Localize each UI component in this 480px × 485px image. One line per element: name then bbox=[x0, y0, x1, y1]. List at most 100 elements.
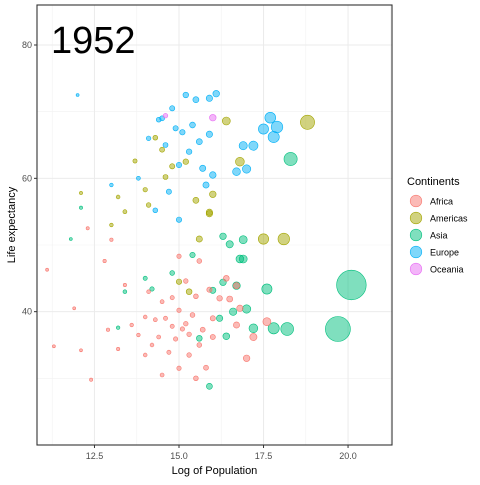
point-africa bbox=[116, 346, 121, 351]
point-europe bbox=[152, 207, 159, 214]
point-europe bbox=[209, 171, 217, 179]
legend-label-oceania: Oceania bbox=[430, 265, 464, 275]
point-europe bbox=[258, 123, 269, 135]
y-axis: 40 60 80 bbox=[22, 40, 37, 317]
point-africa bbox=[243, 354, 251, 362]
point-americas bbox=[205, 208, 213, 216]
point-americas bbox=[169, 163, 176, 170]
legend: Continents Africa Americas Asia Europe Ocean… bbox=[407, 176, 468, 276]
point-asia bbox=[267, 322, 280, 335]
point-africa bbox=[233, 282, 240, 290]
data-points bbox=[45, 90, 367, 390]
plot-border bbox=[36, 4, 393, 446]
point-africa bbox=[176, 253, 182, 259]
y-tick-label: 40 bbox=[22, 307, 32, 317]
point-europe bbox=[232, 167, 241, 176]
point-americas bbox=[209, 190, 217, 198]
point-americas bbox=[142, 187, 148, 193]
point-asia bbox=[69, 237, 73, 241]
point-africa bbox=[169, 295, 175, 301]
point-africa bbox=[189, 312, 196, 318]
point-europe bbox=[242, 164, 252, 174]
point-europe bbox=[109, 182, 114, 188]
point-europe bbox=[267, 131, 280, 143]
point-americas bbox=[176, 278, 183, 285]
point-africa bbox=[146, 289, 151, 294]
point-africa bbox=[143, 314, 148, 320]
point-asia bbox=[122, 289, 128, 294]
point-asia bbox=[219, 232, 227, 240]
point-africa bbox=[236, 304, 244, 312]
point-africa bbox=[173, 336, 179, 342]
point-europe bbox=[199, 164, 207, 172]
point-americas bbox=[152, 135, 159, 141]
point-africa bbox=[166, 349, 172, 355]
legend-key-americas bbox=[409, 211, 423, 225]
point-africa bbox=[206, 286, 213, 293]
point-asia bbox=[229, 307, 238, 316]
point-asia bbox=[115, 325, 121, 330]
point-americas bbox=[109, 222, 114, 228]
point-europe bbox=[264, 111, 276, 124]
point-europe bbox=[189, 121, 196, 129]
point-asia bbox=[283, 152, 298, 166]
point-americas bbox=[159, 146, 165, 153]
point-oceania bbox=[209, 114, 217, 122]
point-africa bbox=[216, 295, 223, 302]
point-asia bbox=[235, 254, 245, 264]
point-europe bbox=[182, 91, 189, 99]
y-tick-label: 80 bbox=[22, 40, 32, 50]
point-americas bbox=[185, 288, 193, 295]
legend-key-oceania bbox=[409, 262, 423, 276]
point-europe bbox=[165, 188, 172, 195]
point-americas bbox=[222, 116, 231, 126]
legend-label-europe: Europe bbox=[430, 248, 459, 258]
point-africa bbox=[183, 278, 189, 284]
point-europe bbox=[75, 93, 80, 97]
point-europe bbox=[162, 142, 169, 148]
point-africa bbox=[176, 365, 182, 371]
point-africa bbox=[233, 321, 240, 329]
point-asia bbox=[280, 322, 294, 336]
point-africa bbox=[183, 321, 189, 327]
y-axis-label: Life expectancy bbox=[6, 186, 18, 263]
point-asia bbox=[242, 304, 252, 314]
point-europe bbox=[186, 148, 193, 155]
point-asia bbox=[248, 323, 259, 333]
point-americas bbox=[162, 174, 169, 180]
legend-key-europe bbox=[409, 245, 423, 259]
point-africa bbox=[79, 348, 83, 353]
point-americas bbox=[146, 202, 152, 208]
point-africa bbox=[52, 344, 56, 349]
x-tick-label: 20.0 bbox=[339, 451, 357, 461]
point-europe bbox=[205, 94, 213, 102]
point-africa bbox=[176, 307, 182, 313]
point-asia bbox=[325, 316, 351, 342]
point-oceania bbox=[162, 113, 169, 119]
point-asia bbox=[336, 269, 367, 301]
point-asia bbox=[79, 205, 83, 210]
legend-title: Continents bbox=[407, 176, 460, 188]
point-africa bbox=[102, 258, 107, 263]
point-africa bbox=[169, 323, 175, 329]
point-europe bbox=[156, 116, 162, 123]
point-africa bbox=[196, 342, 203, 348]
point-asia bbox=[238, 235, 248, 244]
point-europe bbox=[202, 181, 210, 189]
x-tick-label: 12.5 bbox=[86, 451, 104, 461]
point-asia bbox=[261, 283, 273, 295]
point-americas bbox=[195, 235, 203, 243]
point-americas bbox=[235, 157, 245, 167]
x-axis-label: Log of Population bbox=[172, 465, 258, 477]
point-africa bbox=[179, 326, 185, 332]
point-africa bbox=[109, 237, 114, 242]
point-africa bbox=[226, 295, 233, 303]
point-europe bbox=[176, 216, 183, 223]
point-africa bbox=[203, 364, 209, 371]
legend-label-africa: Africa bbox=[430, 197, 453, 207]
point-europe bbox=[212, 90, 220, 98]
point-europe bbox=[136, 176, 141, 181]
point-europe bbox=[238, 141, 248, 151]
